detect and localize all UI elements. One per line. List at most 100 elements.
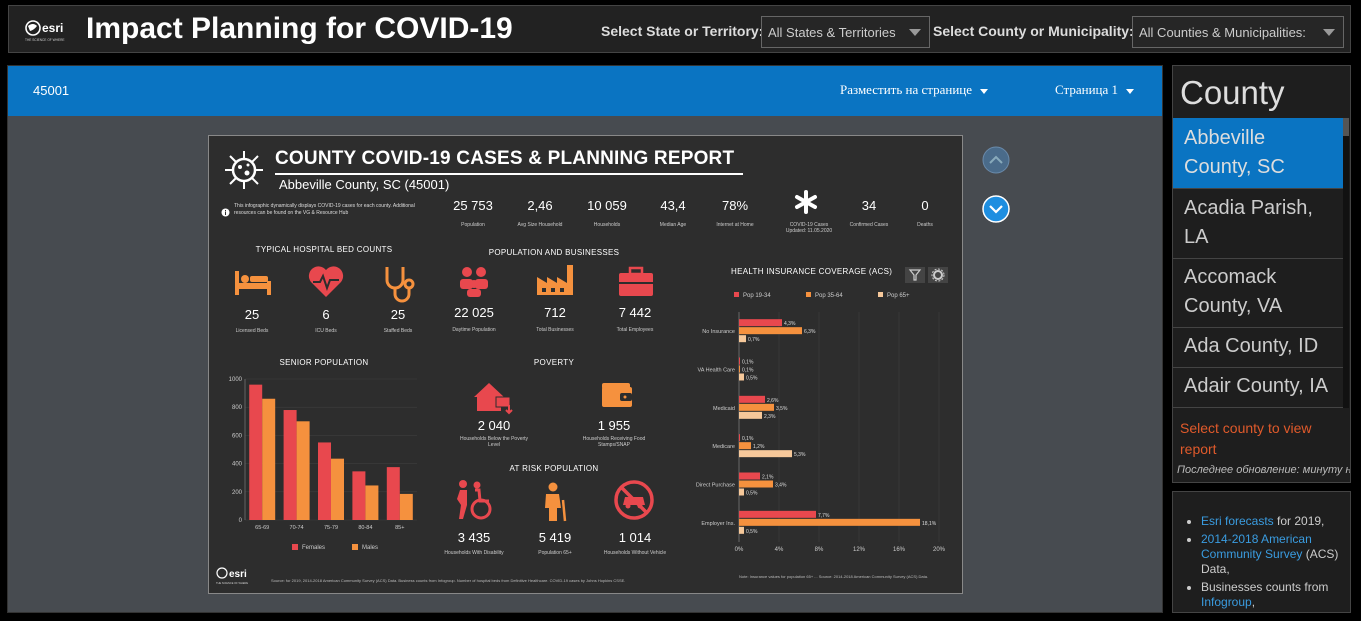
business-value: 7 442 (618, 305, 652, 320)
bar-females (386, 467, 400, 520)
insurance-section-title: HEALTH INSURANCE COVERAGE (ACS) (731, 267, 893, 276)
insurance-note: Note: Insurance values for population 65… (739, 574, 929, 579)
scrollbar-thumb[interactable] (1343, 118, 1349, 136)
filter-icon[interactable] (905, 267, 925, 283)
data-label: 2,1% (762, 475, 774, 481)
data-label: 0,5% (746, 529, 758, 535)
legend-swatch (352, 544, 358, 550)
bar-males (331, 458, 344, 520)
last-updated-text: Последнее обновление: минуту н (1177, 464, 1351, 476)
layout-menu[interactable]: Разместить на странице (840, 82, 989, 98)
x-tick-label: 0% (735, 547, 744, 553)
svg-text:esri: esri (229, 569, 247, 580)
county-item-accomack[interactable]: Accomack County, VA (1173, 257, 1343, 328)
stat-label: Population (461, 222, 485, 228)
bed-icon (235, 271, 271, 295)
bar-females (318, 442, 331, 520)
svg-text:esri: esri (42, 21, 63, 35)
county-item-abbeville[interactable]: Abbeville County, SC (1173, 118, 1343, 189)
bar-pop-35-64 (739, 518, 920, 526)
bar-females (283, 410, 297, 520)
state-select-value: All States & Territories (768, 25, 896, 40)
poverty-label: Households Receiving Food Stamps/SNAP (582, 436, 646, 448)
bar-pop-65+ (739, 488, 744, 496)
virus-icon (225, 151, 263, 189)
report-info-text: This infographic dynamically displays CO… (234, 203, 415, 216)
senior-person-icon (545, 482, 567, 522)
gear-icon[interactable] (928, 267, 948, 283)
beds-label: ICU Beds (315, 328, 337, 334)
x-tick-label: 65-69 (255, 525, 269, 531)
risk-value: 1 014 (618, 530, 652, 545)
source-link[interactable]: Infogroup (1201, 595, 1252, 609)
stat-label: COVID-19 Cases Updated: 11.05.2020 (785, 222, 833, 234)
stat-label: Median Age (659, 222, 687, 228)
county-item-ada[interactable]: Ada County, ID (1173, 326, 1343, 368)
county-item-acadia[interactable]: Acadia Parish, LA (1173, 188, 1343, 259)
state-select[interactable]: All States & Territories (761, 16, 930, 48)
senior-section-title: SENIOR POPULATION (279, 358, 369, 367)
county-select[interactable]: All Counties & Municipalities: (1132, 16, 1344, 48)
senior-population-chart: 0 200 400 600 800 1000 65-69 70-74 75-79 80-84 85+… (229, 377, 417, 551)
business-value: 22 025 (454, 305, 494, 320)
select-county-hint: Select county to view report (1180, 420, 1312, 457)
data-label: 0,7% (748, 337, 760, 343)
y-tick-label: Employer Ins. (701, 521, 735, 527)
wallet-icon (602, 383, 632, 407)
data-label: 0,1% (742, 368, 754, 374)
data-label: 6,3% (804, 329, 816, 335)
legend-label: Pop 35-64 (815, 293, 843, 299)
source-item: Businesses counts from Infogroup, (1201, 580, 1346, 610)
y-tick-label: Direct Purchase (696, 483, 735, 489)
data-label: 1,2% (753, 444, 765, 450)
medical-asterisk-icon (795, 190, 817, 214)
stat-value: 25 753 (453, 198, 493, 213)
data-label: 5,3% (794, 452, 806, 458)
source-item: Esri forecasts for 2019, (1201, 514, 1346, 529)
legend-label: Pop 65+ (887, 293, 910, 299)
y-tick-label: VA Health Care (697, 368, 735, 374)
page-menu[interactable]: Страница 1 (1055, 82, 1135, 98)
x-tick-label: 16% (893, 547, 906, 553)
source-link[interactable]: 2014-2018 American Community Survey (1201, 532, 1312, 561)
esri-logo: esri THE SCIENCE OF WHERE (25, 20, 65, 42)
county-list-scrollbar[interactable] (1343, 118, 1349, 408)
viewer-toolbar: 45001 Разместить на странице Страница 1 (8, 66, 1162, 116)
layout-menu-label: Разместить на странице (840, 82, 973, 97)
source-text: for 2019, (1273, 514, 1325, 528)
stat-value: 2,46 (527, 198, 553, 213)
source-text: , (1251, 595, 1256, 609)
x-tick-label: 70-74 (290, 525, 304, 531)
risk-label: Households Without Vehicle (603, 550, 667, 556)
stat-label: Avg Size Household (517, 222, 563, 228)
business-section-title: POPULATION AND BUSINESSES (488, 248, 620, 257)
info-icon (221, 208, 230, 217)
bar-males (262, 398, 276, 520)
source-link[interactable]: Esri forecasts (1201, 514, 1274, 528)
stat-value: 0 (921, 198, 929, 213)
bar-pop-65+ (739, 373, 744, 381)
x-tick-label: 8% (815, 547, 824, 553)
x-tick-label: 12% (853, 547, 866, 553)
county-item-adair[interactable]: Adair County, IA (1173, 366, 1343, 408)
stat-label: Households (593, 222, 621, 228)
geo-id: 45001 (33, 83, 70, 98)
beds-section-title: TYPICAL HOSPITAL BED COUNTS (255, 245, 393, 254)
risk-label: Households With Disability (444, 550, 504, 556)
app-header: esri THE SCIENCE OF WHERE Impact Plannin… (8, 5, 1351, 53)
county-item-label: Ada County, ID (1184, 335, 1319, 357)
bar-males (296, 421, 310, 520)
bar-pop-19-34 (739, 395, 765, 403)
report-title: COUNTY COVID-19 CASES & PLANNING REPORT (275, 148, 735, 169)
bar-pop-19-34 (739, 319, 782, 327)
sources-list: Esri forecasts for 2019, 2014-2018 Ameri… (1201, 514, 1346, 612)
esri-footer-logo: esri THE SCIENCE OF WHERE (216, 567, 248, 585)
bar-pop-35-64 (739, 365, 740, 373)
page-down-button[interactable] (982, 195, 1010, 223)
legend-swatch (292, 544, 298, 550)
beds-label: Licensed Beds (235, 328, 269, 334)
business-label: Total Employees (616, 327, 654, 333)
x-tick-label: 80-84 (358, 525, 372, 531)
page-up-button[interactable] (982, 146, 1010, 174)
stat-label: Internet at Home (716, 222, 754, 228)
